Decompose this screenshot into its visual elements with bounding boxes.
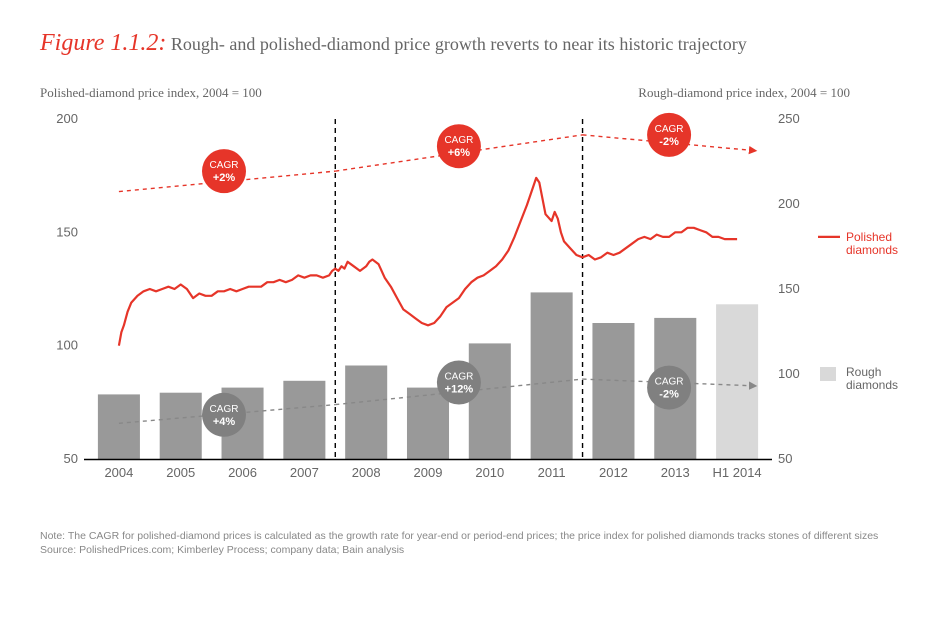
cagr-badge-label: CAGR xyxy=(210,404,239,415)
cagr-badge-value: +6% xyxy=(448,147,471,159)
x-tick-label: 2010 xyxy=(475,465,504,480)
cagr-badge-label: CAGR xyxy=(210,160,239,171)
cagr-badge-value: +2% xyxy=(213,172,236,184)
legend-swatch-rough xyxy=(820,367,836,381)
y-left-tick: 200 xyxy=(56,111,78,126)
legend-label-rough: Rough xyxy=(846,365,881,379)
chart-svg: 50 100 150 200 50 100 150 200 250 2004 2005 2006 200… xyxy=(40,109,910,509)
bar-rough xyxy=(98,394,140,459)
bar-rough xyxy=(469,343,511,459)
bar-rough xyxy=(160,393,202,459)
bar-rough xyxy=(592,323,634,459)
chart-container: 50 100 150 200 50 100 150 200 250 2004 2005 2006 200… xyxy=(40,109,910,509)
x-tick-label: 2008 xyxy=(352,465,381,480)
y-right-tick: 100 xyxy=(778,366,800,381)
x-tick-label: 2012 xyxy=(599,465,628,480)
legend-label-polished: Polished xyxy=(846,230,892,244)
legend-label-rough: diamonds xyxy=(846,378,898,392)
y-right-tick: 150 xyxy=(778,281,800,296)
x-tick-label: 2011 xyxy=(538,465,566,480)
figure-title-text: Rough- and polished-diamond price growth… xyxy=(171,34,747,54)
cagr-badge-value: -2% xyxy=(659,389,679,401)
cagr-badge-label: CAGR xyxy=(655,377,684,388)
y-left-tick: 50 xyxy=(64,451,78,466)
figure-note: Note: The CAGR for polished-diamond pric… xyxy=(40,529,910,557)
cagr-badge-value: +12% xyxy=(445,384,474,396)
figure-label: Figure 1.1.2: xyxy=(40,30,166,56)
legend-label-polished: diamonds xyxy=(846,243,898,257)
y-right-tick: 250 xyxy=(778,111,800,126)
right-axis-label: Rough-diamond price index, 2004 = 100 xyxy=(638,85,850,101)
note-line-1: Note: The CAGR for polished-diamond pric… xyxy=(40,529,910,543)
left-axis-label: Polished-diamond price index, 2004 = 100 xyxy=(40,85,262,101)
x-tick-label: 2006 xyxy=(228,465,257,480)
bar-rough xyxy=(345,366,387,460)
x-tick-label: 2004 xyxy=(104,465,133,480)
cagr-badge xyxy=(437,361,481,405)
cagr-badge-label: CAGR xyxy=(655,124,684,135)
x-tick-label: 2005 xyxy=(166,465,195,480)
y-right-tick: 50 xyxy=(778,451,792,466)
y-left-tick: 100 xyxy=(56,338,78,353)
axis-labels-row: Polished-diamond price index, 2004 = 100… xyxy=(40,85,910,101)
y-right-tick: 200 xyxy=(778,196,800,211)
bar-rough xyxy=(716,304,758,459)
x-tick-label: 2007 xyxy=(290,465,319,480)
note-line-2: Source: PolishedPrices.com; Kimberley Pr… xyxy=(40,543,910,557)
x-tick-label: 2013 xyxy=(661,465,690,480)
bar-rough xyxy=(407,388,449,459)
cagr-badge-label: CAGR xyxy=(444,372,473,383)
figure-title: Figure 1.1.2: Rough- and polished-diamon… xyxy=(40,30,910,57)
x-tick-label: H1 2014 xyxy=(713,465,762,480)
cagr-badge-label: CAGR xyxy=(444,135,473,146)
cagr-badge-value: +4% xyxy=(213,416,236,428)
bar-rough xyxy=(531,292,573,459)
cagr-badge-value: -2% xyxy=(659,136,679,148)
y-left-tick: 150 xyxy=(56,224,78,239)
bar-rough xyxy=(283,381,325,459)
x-tick-label: 2009 xyxy=(414,465,443,480)
polished-line xyxy=(119,178,737,346)
